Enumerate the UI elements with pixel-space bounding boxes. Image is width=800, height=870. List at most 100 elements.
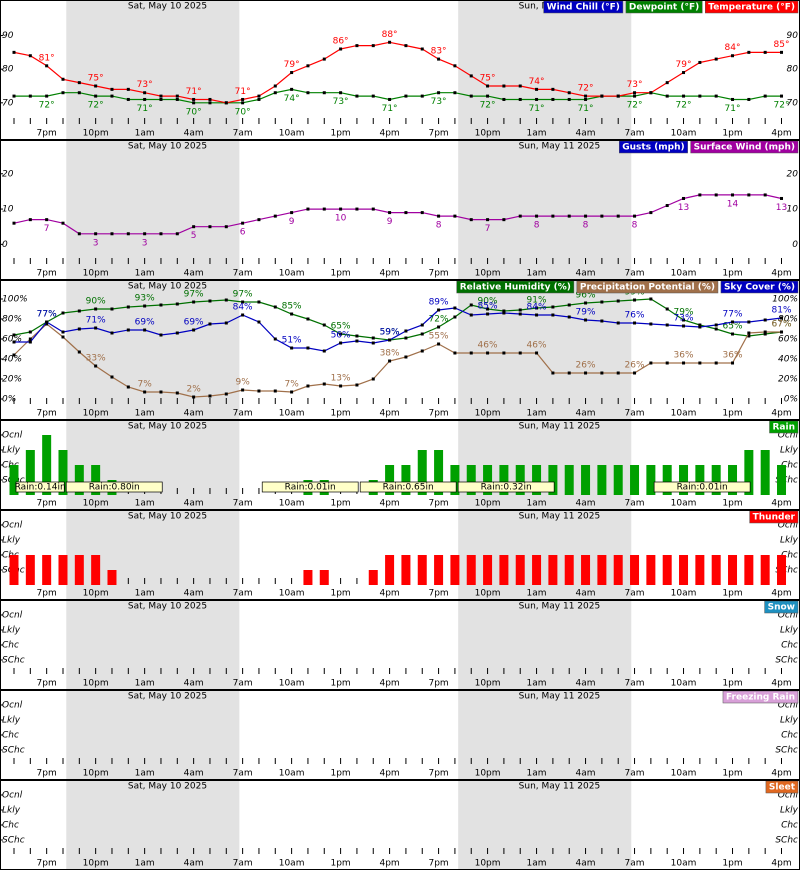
- point: [61, 91, 65, 95]
- data-label: 79°: [284, 60, 300, 70]
- bar: [679, 555, 689, 585]
- point: [420, 349, 424, 353]
- bar: [515, 465, 525, 495]
- point: [77, 350, 81, 354]
- data-label: 3: [93, 238, 99, 248]
- x-tick-label: 4pm: [379, 859, 399, 869]
- data-label: 73°: [627, 80, 643, 90]
- point: [208, 299, 212, 303]
- qpf-label: Rain:0.65in: [383, 483, 434, 493]
- x-tick-label: 10am: [671, 859, 697, 869]
- point: [143, 328, 147, 332]
- point: [257, 320, 261, 324]
- data-label: 71°: [725, 104, 741, 114]
- point: [175, 94, 179, 98]
- y-tick-label: 0%: [784, 395, 798, 405]
- y-tick-label: Ocnl: [778, 521, 799, 531]
- x-tick-label: 1pm: [722, 859, 742, 869]
- point: [28, 54, 32, 58]
- point: [486, 84, 490, 88]
- point: [747, 320, 751, 324]
- point: [355, 207, 359, 211]
- y-tick-label: 70: [787, 98, 799, 108]
- x-tick-label: 7pm: [37, 589, 57, 599]
- y-tick-label: Chc: [2, 731, 19, 741]
- point: [567, 91, 571, 95]
- x-tick-label: 10pm: [83, 679, 109, 689]
- x-tick-label: 7pm: [428, 769, 448, 779]
- point: [175, 391, 179, 395]
- legend-label: Sleet: [769, 783, 796, 793]
- x-tick-label: 7am: [233, 679, 253, 689]
- point: [322, 323, 326, 327]
- point: [12, 94, 16, 98]
- x-tick-label: 7am: [233, 859, 253, 869]
- point: [371, 44, 375, 48]
- data-label: 69%: [184, 318, 204, 328]
- data-label: 13%: [331, 374, 351, 384]
- point: [61, 330, 65, 334]
- x-tick-label: 10am: [671, 679, 697, 689]
- point: [306, 317, 310, 321]
- data-label: 97%: [184, 290, 204, 300]
- x-tick-label: 1am: [135, 769, 155, 779]
- point: [12, 221, 16, 225]
- date-label: Sat, May 10 2025: [128, 422, 207, 432]
- bar: [630, 465, 640, 495]
- point: [665, 81, 669, 85]
- point: [714, 361, 718, 365]
- point: [616, 94, 620, 98]
- qpf-label: Rain:0.80in: [89, 483, 140, 493]
- panel: Sat, May 10 2025 Sun, May 11 2025 7pm 10pm 1…: [0, 140, 800, 280]
- data-label: 93%: [135, 294, 155, 304]
- y-tick-label: Ocnl: [2, 611, 23, 621]
- point: [502, 97, 506, 101]
- x-tick-label: 1am: [135, 859, 155, 869]
- point: [339, 91, 343, 95]
- point: [469, 313, 473, 317]
- bar: [760, 450, 770, 495]
- data-label: 70°: [186, 107, 202, 117]
- data-label: 7: [485, 224, 491, 234]
- y-tick-label: Lkly: [780, 536, 799, 546]
- y-tick-label: Chc: [781, 551, 798, 561]
- y-tick-label: Lkly: [780, 446, 799, 456]
- x-tick-label: 10am: [671, 409, 697, 419]
- date-label: Sun, May 11 2025: [519, 602, 601, 612]
- bar: [9, 465, 19, 495]
- point: [551, 305, 555, 309]
- qpf-label: Rain:0.32in: [481, 483, 532, 493]
- x-tick-label: 10am: [279, 129, 305, 139]
- point: [94, 364, 98, 368]
- point: [339, 47, 343, 51]
- point: [290, 71, 294, 75]
- data-label: 72°: [480, 101, 496, 111]
- x-tick-label: 7pm: [37, 499, 57, 509]
- point: [388, 211, 392, 215]
- point: [61, 311, 65, 315]
- legend-label: Dewpoint (°F): [629, 3, 699, 13]
- x-tick-label: 10pm: [475, 129, 501, 139]
- point: [502, 311, 506, 315]
- x-tick-label: 7am: [233, 769, 253, 779]
- x-tick-label: 4am: [576, 859, 596, 869]
- point: [322, 349, 326, 353]
- data-label: 81°: [39, 53, 55, 63]
- y-tick-label: Lkly: [780, 716, 799, 726]
- data-label: 74°: [284, 94, 300, 104]
- y-tick-label: 60%: [778, 335, 798, 345]
- point: [208, 394, 212, 398]
- x-tick-label: 1pm: [330, 859, 350, 869]
- point: [453, 91, 457, 95]
- x-tick-label: 10am: [671, 269, 697, 279]
- date-label: Sun, May 11 2025: [519, 512, 601, 522]
- x-tick-label: 7am: [233, 269, 253, 279]
- point: [633, 214, 637, 218]
- point: [306, 207, 310, 211]
- data-label: 65%: [723, 322, 743, 332]
- point: [714, 323, 718, 327]
- point: [257, 218, 261, 222]
- x-tick-label: 4pm: [379, 129, 399, 139]
- point: [110, 375, 114, 379]
- point: [682, 318, 686, 322]
